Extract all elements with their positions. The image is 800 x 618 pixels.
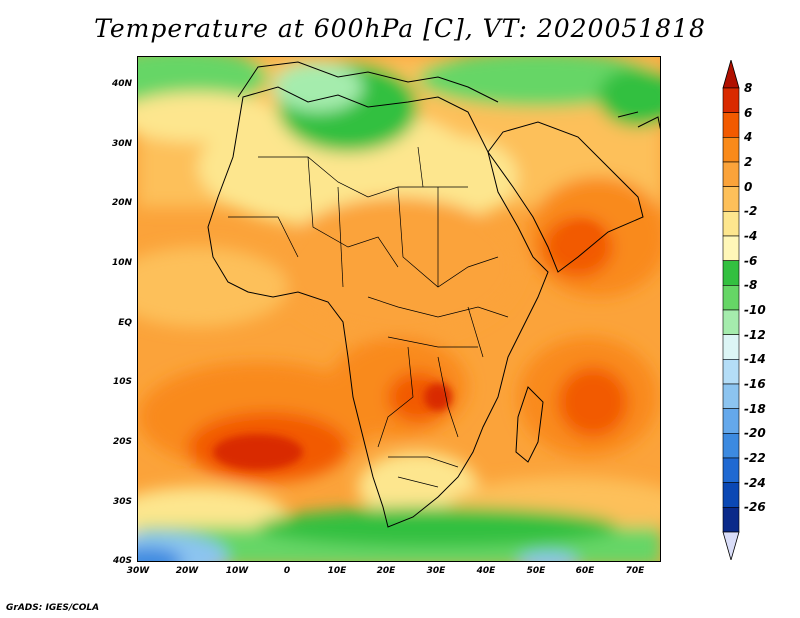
colorbar-tick-label: -6 bbox=[744, 253, 758, 268]
colorbar-tick-label: -24 bbox=[744, 475, 766, 490]
country-borders bbox=[228, 146, 509, 488]
colorbar-swatch bbox=[722, 482, 740, 508]
colorbar-tick-label: -12 bbox=[744, 327, 766, 342]
colorbar-tick-label: 6 bbox=[744, 105, 753, 120]
colorbar-swatch bbox=[722, 359, 740, 385]
lat-label-10n: 10N bbox=[111, 258, 132, 268]
lat-label-30n: 30N bbox=[111, 139, 132, 149]
colorbar-swatch bbox=[722, 137, 740, 163]
colorbar-swatch bbox=[722, 285, 740, 311]
colorbar-tick-label: -2 bbox=[744, 204, 758, 219]
colorbar-swatch bbox=[722, 87, 740, 113]
colorbar-tick-label: -10 bbox=[744, 303, 766, 317]
lat-label-10s: 10S bbox=[112, 377, 132, 387]
colorbar-tick-label: -8 bbox=[744, 278, 758, 293]
colorbar-tick-label: -18 bbox=[744, 401, 766, 416]
colorbar-tick-label: -20 bbox=[744, 426, 766, 441]
colorbar-top-arrow bbox=[722, 60, 740, 89]
colorbar-tick-label: -26 bbox=[744, 500, 766, 515]
colorbar-swatch bbox=[722, 334, 740, 360]
lon-label-20w: 20W bbox=[175, 566, 199, 576]
temperature-field-detail bbox=[213, 223, 601, 470]
lon-label-70e: 70E bbox=[625, 566, 645, 576]
lon-label-30w: 30W bbox=[126, 566, 150, 576]
lon-label-0: 0 bbox=[283, 566, 291, 576]
arabia-outline bbox=[487, 121, 644, 273]
colorbar-swatch bbox=[722, 112, 740, 138]
colorbar-swatch bbox=[722, 433, 740, 459]
lon-label-60e: 60E bbox=[575, 566, 595, 576]
colorbar-swatch bbox=[722, 235, 740, 261]
credit-text: GrADS: IGES/COLA bbox=[6, 603, 100, 613]
lon-label-10e: 10E bbox=[327, 566, 347, 576]
colorbar-swatch bbox=[722, 383, 740, 409]
colorbar-tick-label: -16 bbox=[744, 377, 766, 391]
map-canvas bbox=[138, 57, 660, 561]
lon-label-30e: 30E bbox=[426, 566, 446, 576]
colorbar-tick-label: 8 bbox=[744, 81, 753, 95]
lon-label-50e: 50E bbox=[526, 566, 546, 576]
temperature-map bbox=[137, 56, 661, 562]
lon-label-10w: 10W bbox=[225, 566, 249, 576]
coastlines bbox=[207, 61, 660, 528]
colorbar-tick-label: 2 bbox=[744, 155, 753, 169]
colorbar-swatch bbox=[722, 457, 740, 483]
colorbar-tick-label: -4 bbox=[744, 229, 758, 243]
colorbar-swatch bbox=[722, 186, 740, 212]
lat-label-40s: 40S bbox=[112, 556, 132, 566]
lat-label-30s: 30S bbox=[112, 497, 132, 507]
africa-outline bbox=[207, 86, 549, 528]
colorbar-swatch bbox=[722, 260, 740, 286]
colorbar bbox=[722, 60, 740, 560]
colorbar-tick-label: -14 bbox=[744, 352, 766, 367]
colorbar-swatch bbox=[722, 507, 740, 533]
lat-label-eq: EQ bbox=[118, 318, 132, 328]
colorbar-swatch bbox=[722, 211, 740, 237]
lon-label-20e: 20E bbox=[376, 566, 396, 576]
colorbar-tick-label: -22 bbox=[744, 451, 766, 465]
colorbar-bottom-arrow bbox=[722, 531, 740, 560]
lat-label-20n: 20N bbox=[111, 198, 132, 208]
map-title: Temperature at 600hPa [C], VT: 202005181… bbox=[94, 14, 706, 43]
colorbar-swatch bbox=[722, 408, 740, 434]
lat-label-40n: 40N bbox=[111, 79, 132, 89]
lon-label-40e: 40E bbox=[476, 566, 496, 576]
colorbar-tick-label: 0 bbox=[744, 179, 753, 194]
colorbar-tick-label: 4 bbox=[744, 130, 753, 145]
colorbar-swatch bbox=[722, 161, 740, 187]
lat-label-20s: 20S bbox=[112, 437, 132, 447]
colorbar-swatch bbox=[722, 309, 740, 335]
madagascar-outline bbox=[515, 386, 544, 463]
